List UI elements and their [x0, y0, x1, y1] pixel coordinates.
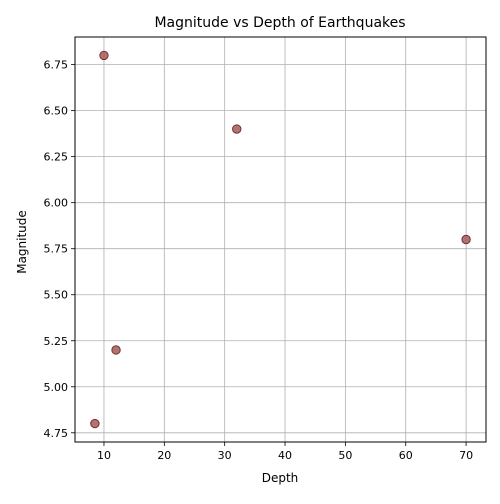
y-tick-label: 6.00 — [44, 197, 69, 210]
grid-lines — [75, 37, 486, 442]
data-point — [90, 418, 100, 429]
data-point — [111, 345, 121, 355]
x-axis-ticks: 10 20 30 40 50 60 70 — [97, 442, 473, 462]
y-tick-label: 5.75 — [44, 243, 69, 256]
y-tick-label: 4.75 — [44, 427, 69, 440]
y-tick-label: 6.75 — [44, 59, 69, 72]
y-tick-label: 5.50 — [44, 289, 69, 302]
y-tick-label: 6.25 — [44, 151, 69, 164]
data-point — [232, 124, 242, 134]
x-tick-label: 70 — [459, 449, 473, 462]
plot-frame — [74, 36, 487, 443]
y-tick-label: 6.50 — [44, 105, 69, 118]
x-tick-label: 40 — [278, 449, 292, 462]
chart-title: Magnitude vs Depth of Earthquakes — [154, 15, 405, 31]
y-tick-label: 5.00 — [44, 381, 69, 394]
y-tick-label: 5.25 — [44, 335, 69, 348]
data-point — [99, 50, 109, 61]
x-tick-label: 50 — [338, 449, 352, 462]
x-tick-label: 60 — [399, 449, 413, 462]
y-axis-ticks: 4.75 5.00 5.25 5.50 5.75 6.00 6.25 6.50 6.75 — [44, 59, 75, 440]
x-tick-label: 10 — [97, 449, 111, 462]
x-tick-label: 30 — [218, 449, 232, 462]
data-points — [90, 50, 471, 429]
y-axis-label: Magnitude — [15, 210, 29, 274]
x-tick-label: 20 — [157, 449, 171, 462]
data-point — [461, 234, 471, 245]
x-axis-label: Depth — [262, 471, 299, 485]
